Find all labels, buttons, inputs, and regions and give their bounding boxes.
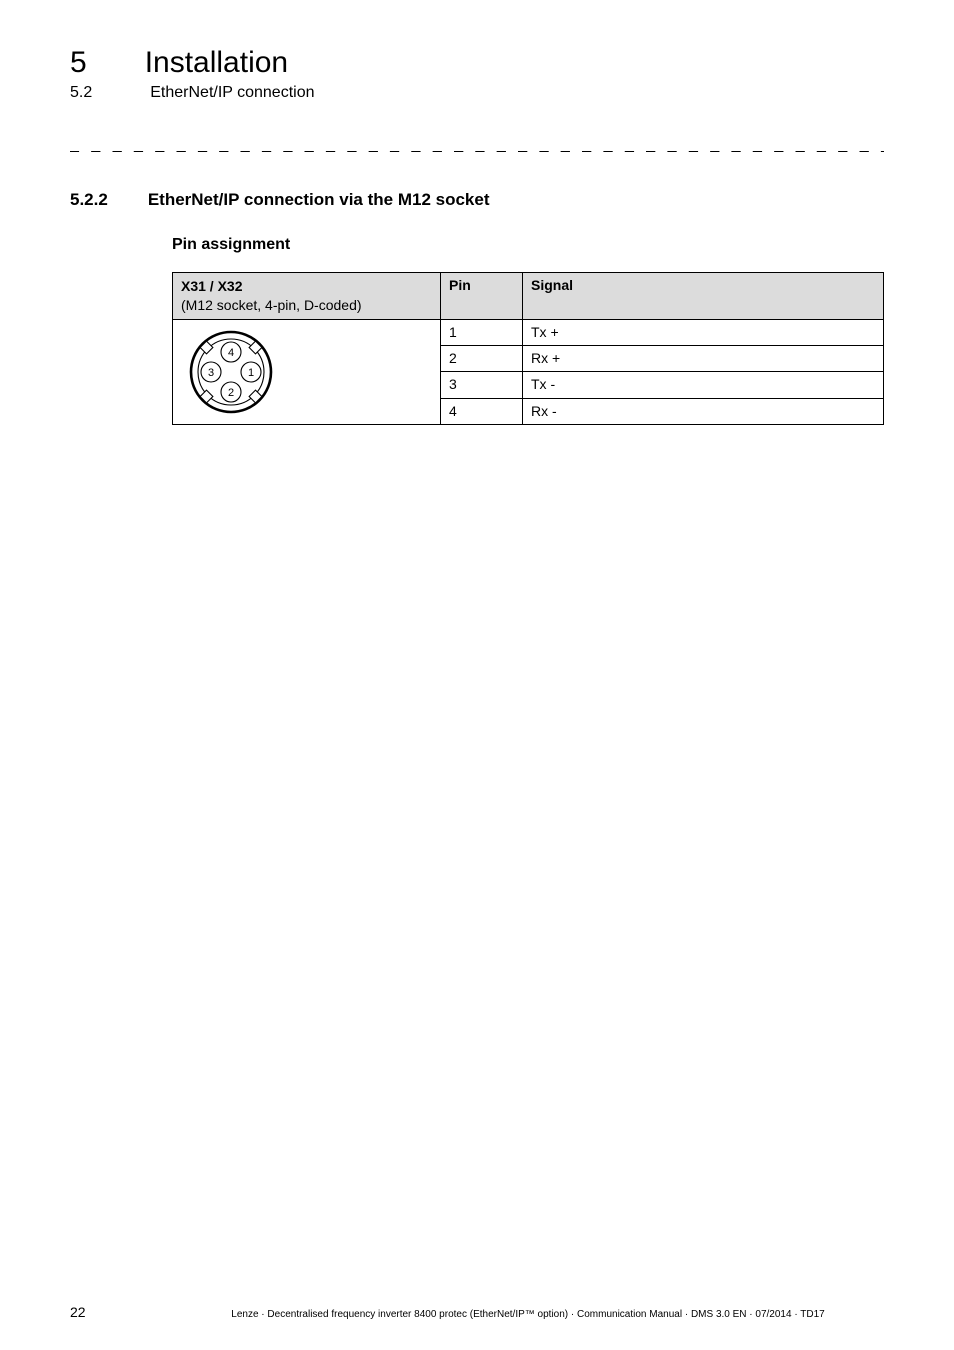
col-header-connector: X31 / X32 (M12 socket, 4-pin, D-coded) — [173, 273, 441, 320]
cell-signal: Rx - — [523, 398, 884, 424]
section-number-header: 5.2 — [70, 84, 92, 102]
chapter-title: Installation — [145, 48, 288, 78]
pin-label-3: 3 — [208, 367, 214, 379]
cell-signal: Tx + — [523, 319, 884, 345]
section-title-header: EtherNet/IP connection — [150, 84, 314, 102]
m12-socket-icon: 1 2 3 4 — [185, 326, 277, 418]
page-footer: 22 Lenze · Decentralised frequency inver… — [70, 1304, 884, 1320]
col-header-signal: Signal — [523, 273, 884, 320]
col-header-connector-line2: (M12 socket, 4-pin, D-coded) — [181, 297, 362, 313]
chapter-number: 5 — [70, 48, 87, 78]
cell-signal: Tx - — [523, 372, 884, 398]
cell-pin: 3 — [441, 372, 523, 398]
page-number: 22 — [70, 1304, 172, 1320]
cell-pin: 2 — [441, 346, 523, 372]
cell-signal: Rx + — [523, 346, 884, 372]
cell-pin: 1 — [441, 319, 523, 345]
subsection-number: 5.2.2 — [70, 190, 108, 210]
table-heading: Pin assignment — [172, 236, 884, 254]
separator-dashes: _ _ _ _ _ _ _ _ _ _ _ _ _ _ _ _ _ _ _ _ … — [70, 136, 884, 154]
col-header-connector-line1: X31 / X32 — [181, 278, 243, 294]
pin-label-4: 4 — [228, 347, 234, 359]
col-header-pin: Pin — [441, 273, 523, 320]
footer-text: Lenze · Decentralised frequency inverter… — [172, 1309, 884, 1320]
table-row: 1 2 3 4 1 Tx + — [173, 319, 884, 345]
pin-label-2: 2 — [228, 387, 234, 399]
pin-assignment-table: X31 / X32 (M12 socket, 4-pin, D-coded) P… — [172, 272, 884, 425]
subsection-title: EtherNet/IP connection via the M12 socke… — [148, 190, 490, 210]
cell-pin: 4 — [441, 398, 523, 424]
connector-diagram-cell: 1 2 3 4 — [173, 319, 441, 424]
pin-label-1: 1 — [248, 367, 254, 379]
table-header-row: X31 / X32 (M12 socket, 4-pin, D-coded) P… — [173, 273, 884, 320]
